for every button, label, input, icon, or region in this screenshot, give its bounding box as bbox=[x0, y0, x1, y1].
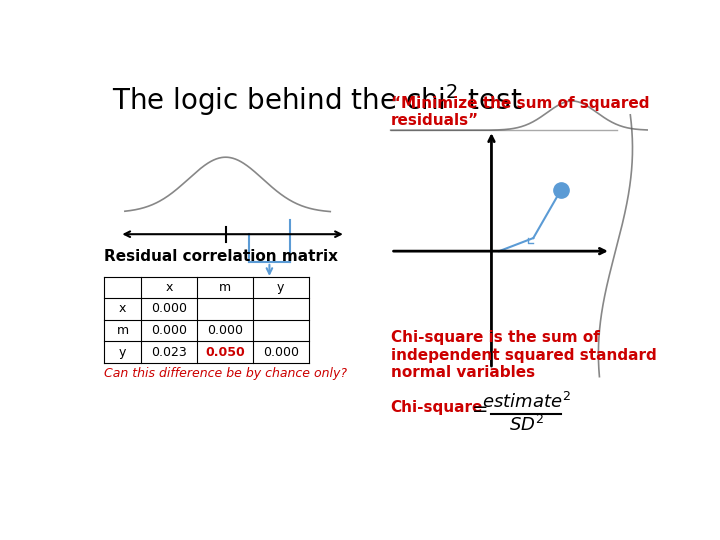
Text: “Minimize the sum of squared
residuals”: “Minimize the sum of squared residuals” bbox=[391, 96, 649, 128]
Text: 0.000: 0.000 bbox=[207, 324, 243, 337]
Text: Chi-square: Chi-square bbox=[391, 400, 483, 415]
Text: m: m bbox=[117, 324, 129, 337]
Text: x: x bbox=[119, 302, 126, 315]
Text: 0.000: 0.000 bbox=[151, 324, 187, 337]
Text: 0.050: 0.050 bbox=[205, 346, 245, 359]
Text: $=$: $=$ bbox=[468, 398, 488, 417]
Text: x: x bbox=[166, 281, 173, 294]
Text: Can this difference be by chance only?: Can this difference be by chance only? bbox=[104, 367, 347, 380]
Text: Chi-square is the sum of
independent squared standard
normal variables: Chi-square is the sum of independent squ… bbox=[391, 330, 657, 380]
Text: 0.023: 0.023 bbox=[151, 346, 187, 359]
Text: $\mathit{SD}^2$: $\mathit{SD}^2$ bbox=[509, 415, 544, 435]
Text: 0.000: 0.000 bbox=[151, 302, 187, 315]
Text: y: y bbox=[277, 281, 284, 294]
Text: m: m bbox=[219, 281, 231, 294]
Text: The logic behind the chi$^2$ test: The logic behind the chi$^2$ test bbox=[112, 82, 522, 118]
Text: Residual correlation matrix: Residual correlation matrix bbox=[104, 249, 338, 264]
Text: $\mathit{estimate}^2$: $\mathit{estimate}^2$ bbox=[482, 392, 571, 412]
Text: 0.000: 0.000 bbox=[263, 346, 299, 359]
Text: y: y bbox=[119, 346, 126, 359]
